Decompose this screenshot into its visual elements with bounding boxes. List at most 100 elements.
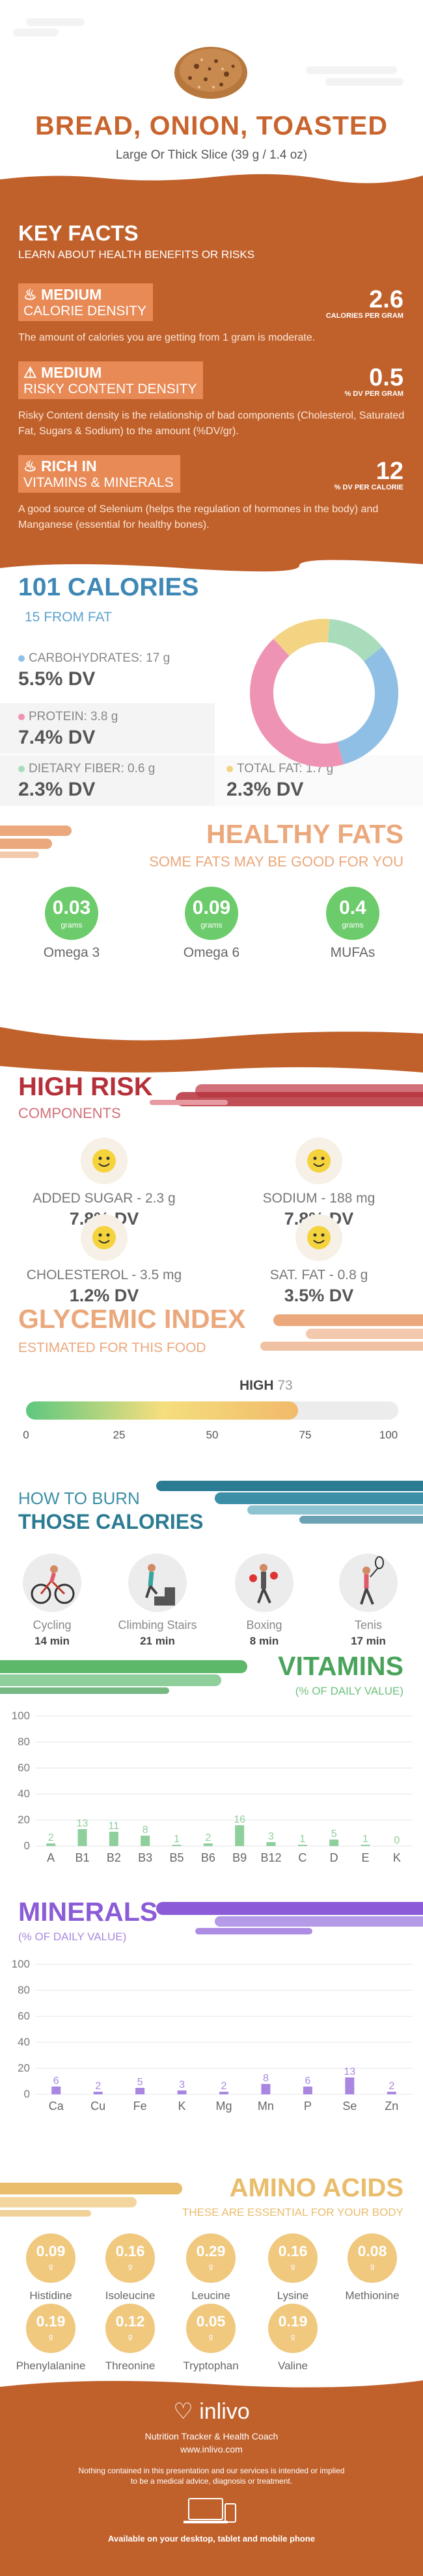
fat-mufas: 0.4 grams MUFAs xyxy=(314,887,392,961)
amino-bubble: 0.19 g xyxy=(268,2304,318,2353)
x-tick-label: Mn xyxy=(258,2100,274,2113)
fat-value: 0.09 xyxy=(192,897,231,918)
amino-title: AMINO ACIDS xyxy=(229,2174,403,2202)
fat-name: MUFAs xyxy=(330,945,375,960)
brand-name: inlivo xyxy=(199,2399,250,2424)
bar xyxy=(266,1842,276,1846)
bar-value-label: 16 xyxy=(234,1814,245,1825)
y-tick-label: 60 xyxy=(18,2010,30,2022)
fact-description: The amount of calories you are getting f… xyxy=(18,332,316,343)
activity-name: Climbing Stairs xyxy=(118,1619,197,1632)
x-tick-label: B9 xyxy=(232,1851,247,1864)
bar xyxy=(172,1845,182,1846)
x-tick-label: Se xyxy=(342,2100,357,2113)
stripe-decoration xyxy=(156,1902,423,1934)
healthy-fats-title: HEALTHY FATS xyxy=(206,819,403,849)
bar-value-label: 6 xyxy=(53,2075,59,2087)
fat-name: Omega 6 xyxy=(183,945,240,960)
fat-value: 0.03 xyxy=(52,897,91,918)
y-tick-label: 0 xyxy=(24,1840,30,1852)
bar-value-label: 13 xyxy=(77,1818,89,1829)
bar-value-label: 2 xyxy=(95,2081,101,2092)
activity-cycling: Cycling 14 min xyxy=(7,1554,98,1648)
brand-logo[interactable]: ♡ inlivo xyxy=(0,2399,423,2425)
amino-name: Lysine xyxy=(277,2289,309,2302)
x-tick-label: K xyxy=(178,2100,186,2113)
amino-lysine: 0.16 g Lysine xyxy=(254,2233,332,2302)
fact-description: Risky Content density is the relationshi… xyxy=(18,410,405,437)
amino-unit: g xyxy=(290,2263,295,2270)
activity-climbing-stairs: Climbing Stairs 21 min xyxy=(112,1554,203,1648)
minerals-section: MINERALS (% OF DAILY VALUE) 0 20 40 60 80 100… xyxy=(0,1885,423,2171)
bar-value-label: 1 xyxy=(299,1834,305,1845)
legend-dot xyxy=(18,765,25,772)
bar-value-label: 5 xyxy=(331,1828,337,1840)
smiley-icon xyxy=(295,1138,342,1184)
amino-value: 0.05 xyxy=(196,2313,226,2330)
glycemic-fill xyxy=(26,1401,298,1420)
high-risk-title: HIGH RISK xyxy=(18,1073,153,1101)
amino-name: Methionine xyxy=(345,2289,400,2302)
stripe-decoration xyxy=(260,1314,423,1351)
amino-bubble: 0.16 g xyxy=(268,2233,318,2283)
amino-bubble: 0.09 g xyxy=(26,2233,75,2283)
climbing-stairs-icon xyxy=(128,1554,187,1612)
amino-isoleucine: 0.16 g Isoleucine xyxy=(91,2233,169,2302)
stripe-decoration xyxy=(0,2183,182,2217)
amino-unit: g xyxy=(128,2333,133,2341)
x-tick-label: C xyxy=(298,1851,307,1864)
amino-value: 0.16 xyxy=(278,2243,308,2259)
fact-unit: % DV PER GRAM xyxy=(344,390,403,398)
fat-value: 0.4 xyxy=(339,897,366,918)
x-tick-label: Mg xyxy=(215,2100,232,2113)
fact-label: ♨ RICH IN VITAMINS & MINERALS xyxy=(18,455,180,493)
nutrient-dv: 5.5% DV xyxy=(18,668,96,690)
amino-valine: 0.19 g Valine xyxy=(254,2304,332,2373)
amino-subtitle: THESE ARE ESSENTIAL FOR YOUR BODY xyxy=(182,2206,403,2218)
key-facts-subtitle: LEARN ABOUT HEALTH BENEFITS OR RISKS xyxy=(18,248,255,261)
bar xyxy=(93,2092,103,2094)
fact-value: 2.6 xyxy=(369,286,403,313)
calories-title: 101 CALORIES xyxy=(18,573,199,601)
x-tick-label: B1 xyxy=(75,1851,89,1864)
amino-value: 0.09 xyxy=(36,2243,66,2259)
fat-unit: grams xyxy=(342,920,364,930)
nutrient-carbohydrates: CARBOHYDRATES: 17 g 5.5% DV xyxy=(18,651,213,690)
bar xyxy=(345,2077,355,2094)
x-tick-label: Cu xyxy=(90,2100,105,2113)
fat-omega-6: 0.09 grams Omega 6 xyxy=(172,887,251,961)
heart-icon: ♡ xyxy=(173,2399,193,2424)
vitamins-bar-chart: 0204060801002A13B111B28B31B52B616B93B121… xyxy=(12,1710,413,1864)
fat-bubble: 0.09 grams xyxy=(185,887,238,940)
brand-url[interactable]: www.inlivo.com xyxy=(180,2444,243,2454)
risk-cholesterol: CHOLESTEROL - 3.5 mg 1.2% DV xyxy=(20,1214,189,1306)
amino-bubble: 0.12 g xyxy=(105,2304,155,2353)
nutrient-protein: PROTEIN: 3.8 g 7.4% DV xyxy=(0,703,215,754)
nutrient-label: PROTEIN: 3.8 g xyxy=(29,710,118,723)
wave-divider xyxy=(0,2378,423,2387)
burn-title-line2: THOSE CALORIES xyxy=(18,1510,204,1533)
y-tick-label: 100 xyxy=(12,1710,30,1722)
scale-tick: 50 xyxy=(206,1429,219,1441)
burn-title-line1: HOW TO BURN xyxy=(18,1489,140,1508)
y-tick-label: 40 xyxy=(18,1788,30,1800)
bar xyxy=(141,1836,150,1846)
bar-value-label: 3 xyxy=(268,1831,274,1842)
tennis-icon xyxy=(339,1554,398,1612)
bar xyxy=(203,1843,213,1846)
minerals-subtitle: (% OF DAILY VALUE) xyxy=(18,1931,127,1943)
key-facts-title: KEY FACTS xyxy=(18,221,139,245)
amino-value: 0.29 xyxy=(196,2243,226,2259)
amino-methionine: 0.08 g Methionine xyxy=(333,2233,411,2302)
smiley-icon xyxy=(81,1138,128,1184)
x-tick-label: A xyxy=(47,1851,55,1864)
amino-unit: g xyxy=(128,2263,133,2270)
glycemic-index-section: GLYCEMIC INDEX ESTIMATED FOR THIS FOOD H… xyxy=(0,1287,423,1450)
y-tick-label: 100 xyxy=(12,1958,30,1970)
bar-value-label: 2 xyxy=(221,2081,227,2092)
amino-tryptophan: 0.05 g Tryptophan xyxy=(172,2304,250,2373)
fat-unit: grams xyxy=(200,920,223,930)
serving-size: Large Or Thick Slice (39 g / 1.4 oz) xyxy=(115,148,308,162)
amino-name: Isoleucine xyxy=(105,2289,156,2302)
